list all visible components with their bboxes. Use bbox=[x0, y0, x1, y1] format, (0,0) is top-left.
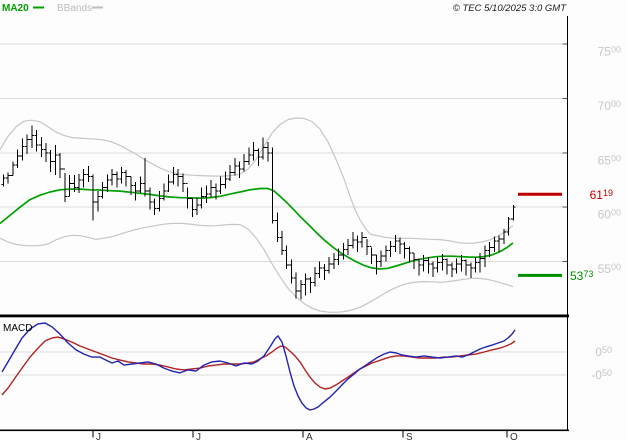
panel-separator bbox=[0, 314, 569, 318]
price-series-layer bbox=[0, 117, 516, 313]
axes-layer bbox=[0, 16, 569, 438]
copyright-stamp: © TEC 5/10/2025 3:0 GMT bbox=[453, 3, 567, 14]
price-level-label: 6119 bbox=[590, 188, 613, 202]
month-axis-label: S bbox=[406, 432, 413, 440]
bollinger-upper-band-line bbox=[0, 117, 514, 244]
month-axis-label: J bbox=[196, 432, 201, 440]
macd-line bbox=[1, 322, 516, 411]
month-axis-label: J bbox=[96, 432, 101, 440]
month-axis-label: A bbox=[306, 432, 313, 440]
price-axis-label: 5500 bbox=[598, 262, 621, 276]
month-axis-label: O bbox=[510, 432, 518, 440]
bollinger-lower-band-line bbox=[0, 222, 514, 313]
macd-axis-label: 050 bbox=[595, 345, 612, 359]
legend-bbands-label: BBands bbox=[57, 3, 92, 14]
price-axis-label: 6000 bbox=[598, 208, 621, 222]
ohlc-bars bbox=[1, 125, 516, 300]
axis-labels-layer: 7500 7000 6500 6000 5500 050 -050 6119 5373 J J A S O bbox=[96, 45, 621, 440]
price-level-label: 5373 bbox=[570, 269, 593, 283]
macd-panel-label: MACD bbox=[3, 323, 32, 334]
macd-series-layer bbox=[1, 322, 516, 411]
price-axis-label: 6500 bbox=[598, 153, 621, 167]
gridlines-layer bbox=[0, 43, 568, 376]
price-axis-label: 7000 bbox=[598, 99, 621, 113]
legend-ma20-label: MA20 bbox=[2, 3, 29, 14]
macd-signal-line bbox=[1, 336, 516, 396]
ma20-line bbox=[0, 187, 514, 270]
bottom-axis-line bbox=[0, 429, 569, 432]
price-axis-label: 7500 bbox=[598, 45, 621, 59]
macd-axis-label: -050 bbox=[591, 368, 612, 382]
